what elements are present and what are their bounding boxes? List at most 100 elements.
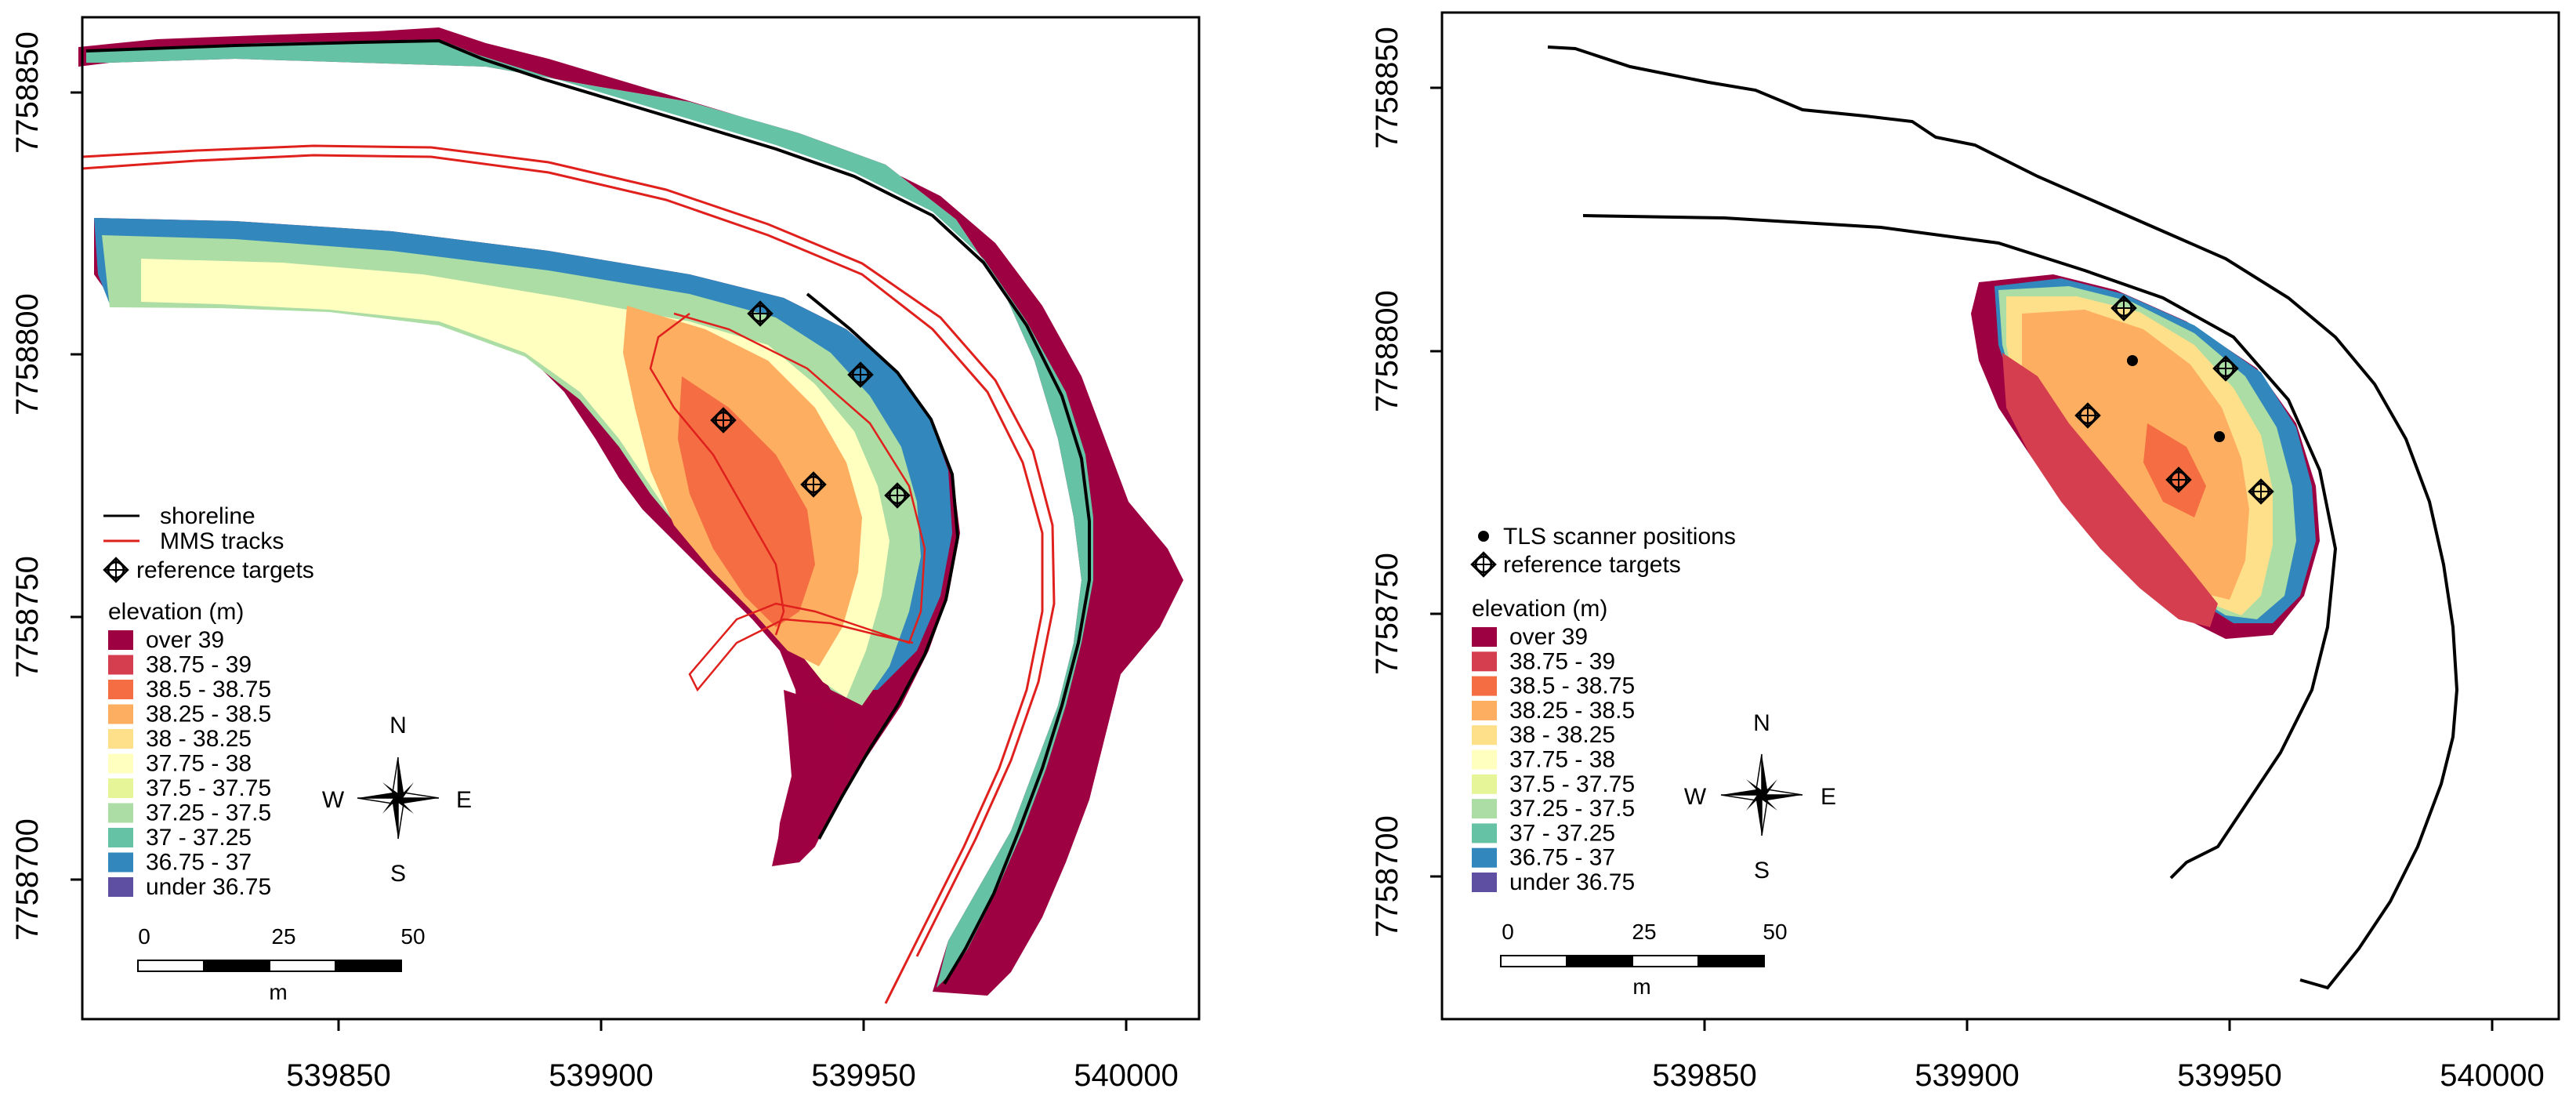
y-tick-label: 7758800	[1370, 290, 1404, 412]
compass-w: W	[1684, 784, 1707, 810]
elevation-class-swatch	[108, 877, 133, 897]
elevation-class-swatch	[108, 803, 133, 823]
point-bar-left-tail	[776, 690, 846, 862]
scale-label: 25	[271, 924, 295, 949]
legend-elevation-title: elevation (m)	[1472, 596, 1607, 622]
elevation-class-swatch	[1472, 847, 1497, 868]
elevation-class-label: under 36.75	[146, 874, 271, 900]
elevation-class-swatch	[108, 729, 133, 749]
compass-n: N	[389, 713, 407, 738]
elevation-class-label: 37.5 - 37.75	[1509, 771, 1635, 797]
elevation-class-label: 36.75 - 37	[146, 850, 252, 876]
plot-area-left	[78, 27, 1183, 1004]
mms-track-left-2	[82, 144, 1056, 957]
elevation-class-swatch	[108, 680, 133, 699]
scale-label: 50	[1763, 920, 1787, 944]
legend-target-icon	[1470, 551, 1497, 578]
y-axis-right: 7758850 7758800 7758750 7758700	[1370, 27, 1442, 938]
tls-scanner-position	[2127, 355, 2138, 366]
elevation-class-label: 37.5 - 37.75	[146, 775, 271, 801]
scale-label: 25	[1632, 920, 1656, 944]
tls-cloud-core	[2143, 423, 2206, 517]
compass-s: S	[1754, 858, 1770, 883]
legend-right: TLS scanner positions reference targets …	[1470, 524, 1736, 895]
scale-bar-right: 0 25 50 m	[1500, 920, 1788, 999]
legend-elevation-title: elevation (m)	[108, 599, 244, 625]
legend-dot-icon	[1478, 531, 1489, 542]
compass-n: N	[1753, 710, 1770, 736]
y-axis-left: 7758850 7758800 7758750 7758700	[10, 31, 82, 941]
x-tick-label: 539950	[811, 1058, 915, 1093]
shoreline-right-inner	[1582, 214, 2338, 880]
elevation-class-label: 37.75 - 38	[146, 751, 252, 777]
elevation-class-swatch	[1472, 774, 1497, 794]
elevation-class-label: under 36.75	[1509, 869, 1635, 895]
elevation-class-label: 38.5 - 38.75	[1509, 673, 1635, 699]
tls-cloud-red	[2002, 353, 2218, 627]
y-tick-label: 7758750	[10, 556, 45, 678]
elevation-class-label: 37.25 - 37.5	[146, 800, 271, 826]
y-tick-label: 7758800	[10, 293, 45, 415]
elevation-class-swatch	[1472, 799, 1497, 819]
elevation-class-swatch	[1472, 823, 1497, 844]
elevation-class-swatch	[108, 828, 133, 847]
compass-w: W	[322, 787, 345, 813]
elevation-class-swatch	[1472, 676, 1497, 696]
elevation-class-swatch	[108, 630, 133, 650]
elevation-class-label: 38 - 38.25	[146, 726, 252, 752]
elevation-class-swatch	[1472, 700, 1497, 720]
scale-label: 0	[1502, 920, 1514, 944]
elevation-class-label: 38.75 - 39	[1509, 648, 1615, 674]
x-tick-label: 539900	[549, 1058, 653, 1093]
elevation-class-swatch	[108, 704, 133, 724]
elevation-class-label: over 39	[1509, 624, 1588, 650]
elevation-class-swatch	[1472, 627, 1497, 647]
x-tick-label: 539850	[286, 1058, 390, 1093]
elevation-class-swatch	[1472, 651, 1497, 672]
elevation-class-label: 38.25 - 38.5	[146, 702, 271, 727]
legend-left: shoreline MMS tracks reference targets e…	[103, 503, 314, 900]
mms-track-left-3	[673, 312, 926, 692]
shoreline-left-outer	[85, 38, 1091, 985]
legend-label: shoreline	[160, 503, 255, 529]
legend-target-icon	[103, 557, 129, 583]
compass-e: E	[456, 787, 472, 813]
shoreline-right-outer	[1547, 45, 2459, 990]
x-axis-left: 539850 539900 539950 540000	[286, 1019, 1179, 1093]
elevation-class-swatch	[108, 655, 133, 675]
y-tick-label: 7758700	[1370, 815, 1404, 938]
point-bar-left-red	[678, 376, 815, 627]
scale-unit: m	[269, 980, 287, 1004]
elevation-class-label: 37.75 - 38	[1509, 747, 1615, 773]
x-tick-label: 539900	[1915, 1058, 2019, 1093]
x-axis-right: 539850 539900 539950 540000	[1652, 1019, 2545, 1093]
compass-star-icon	[357, 756, 440, 840]
elevation-class-swatch	[1472, 873, 1497, 892]
y-tick-label: 7758850	[1370, 27, 1404, 149]
plot-area-right	[1547, 45, 2459, 990]
y-tick-label: 7758700	[10, 818, 45, 941]
elevation-class-label: 37 - 37.25	[146, 825, 252, 851]
scale-bar-left: 0 25 50 m	[137, 924, 426, 1004]
elevation-class-swatch	[108, 753, 133, 774]
map-left: 7758850 7758800 7758750 7758700 539850 5…	[10, 16, 1201, 1093]
tls-cloud-orange	[2022, 310, 2249, 600]
map-right: 7758850 7758800 7758750 7758700 539850 5…	[1370, 11, 2560, 1093]
plot-frame-left	[81, 16, 1201, 1021]
legend-label: reference targets	[1503, 552, 1681, 578]
y-tick-label: 7758850	[10, 31, 45, 154]
elevation-class-label: 37 - 37.25	[1509, 820, 1615, 846]
elevation-class-label: 37.25 - 37.5	[1509, 796, 1635, 822]
x-tick-label: 539950	[2177, 1058, 2281, 1093]
scale-label: 50	[400, 924, 425, 949]
elevation-class-label: 38.5 - 38.75	[146, 677, 271, 702]
x-tick-label: 539850	[1652, 1058, 1756, 1093]
legend-label: TLS scanner positions	[1503, 524, 1736, 550]
mms-track-left-1	[82, 154, 1044, 1004]
elevation-class-swatch	[108, 778, 133, 798]
y-tick-label: 7758750	[1370, 553, 1404, 675]
elevation-class-swatch	[1472, 749, 1497, 770]
elevation-class-label: 38.75 - 39	[146, 652, 252, 678]
